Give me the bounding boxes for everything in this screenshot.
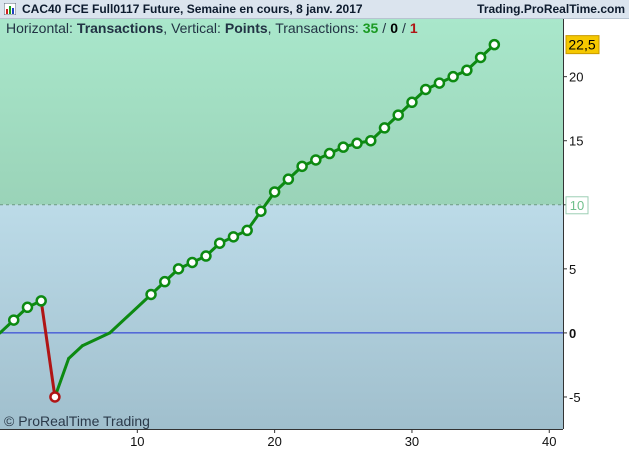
win-marker	[159, 275, 171, 288]
win-marker	[268, 186, 281, 198]
trade-markers	[7, 38, 501, 403]
title-bar: CAC40 FCE Full0117 Future, Semaine en co…	[0, 0, 629, 19]
win-marker	[227, 231, 240, 243]
threshold-label: 10	[570, 198, 584, 213]
y-tick-label: -5	[569, 390, 581, 405]
y-tick-label: 20	[569, 70, 583, 85]
win-marker	[433, 77, 446, 89]
curve-segment	[39, 299, 57, 399]
win-marker	[186, 256, 198, 269]
y-tick-label: 15	[569, 134, 583, 149]
site-name: Trading.ProRealTime.com	[477, 2, 625, 16]
x-tick-label: 10	[130, 434, 144, 449]
threshold-label-box: 10	[565, 196, 589, 215]
win-marker	[310, 154, 322, 166]
chart-icon	[4, 3, 16, 15]
win-marker	[296, 160, 308, 173]
x-tick-label: 20	[267, 434, 281, 449]
win-marker	[255, 205, 267, 217]
win-marker	[419, 83, 432, 96]
win-marker	[282, 173, 295, 185]
win-marker	[461, 64, 473, 76]
win-marker	[172, 263, 185, 275]
below-threshold-zone	[0, 204, 563, 429]
win-marker	[392, 109, 404, 121]
win-marker	[474, 51, 487, 64]
horizontal-value: Transactions	[77, 20, 164, 36]
win-marker	[323, 147, 336, 160]
win-marker	[337, 141, 350, 153]
last-value-label: 22,5	[568, 37, 595, 53]
curve-segment	[53, 357, 71, 399]
loss-marker	[49, 391, 61, 403]
neutral-count: 0	[390, 20, 398, 36]
win-marker	[351, 137, 363, 150]
separator: /	[402, 20, 406, 36]
win-marker	[200, 250, 212, 262]
win-marker	[447, 70, 459, 83]
y-tick-label: 5	[569, 262, 576, 277]
header-line: Horizontal: Transactions, Vertical: Points…	[6, 20, 418, 36]
win-marker	[35, 295, 47, 307]
win-marker	[406, 96, 418, 109]
watermark: © ProRealTime Trading	[4, 413, 150, 429]
curve-segment	[67, 344, 84, 361]
window-title: CAC40 FCE Full0117 Future, Semaine en co…	[22, 2, 363, 16]
vertical-label: , Vertical:	[163, 20, 221, 36]
wins-count: 35	[363, 20, 379, 36]
y-axis: -5 0 5 10 15 20	[563, 19, 583, 429]
win-marker	[365, 134, 377, 147]
win-marker	[488, 38, 501, 51]
horizontal-label: Horizontal:	[6, 20, 73, 36]
win-marker	[241, 224, 253, 237]
win-marker	[145, 288, 157, 301]
above-threshold-zone	[0, 19, 563, 205]
win-marker	[21, 301, 34, 314]
losses-count: 1	[410, 20, 418, 36]
x-tick-label: 30	[405, 434, 419, 449]
curve-segment	[108, 292, 153, 335]
transactions-label: , Transactions:	[268, 20, 359, 36]
last-value-badge: 22,5	[565, 35, 600, 55]
win-marker	[213, 237, 226, 249]
win-marker	[378, 122, 391, 134]
win-marker	[7, 314, 20, 326]
separator: /	[382, 20, 386, 36]
x-axis: 10 20 30 40	[0, 429, 563, 449]
curve-segment	[80, 331, 112, 348]
vertical-value: Points	[225, 20, 268, 36]
x-tick-label: 40	[542, 434, 556, 449]
y-tick-label: 0	[569, 326, 576, 341]
